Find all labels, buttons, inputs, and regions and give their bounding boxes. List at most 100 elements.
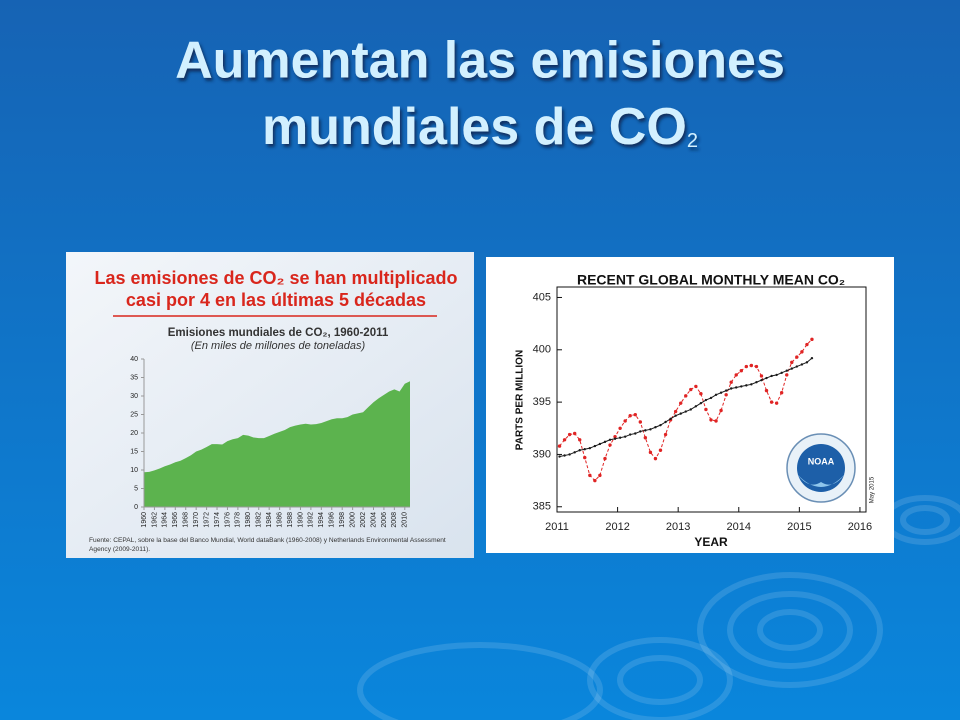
- x-axis-label: YEAR: [694, 535, 728, 549]
- source-note: Fuente: CEPAL, sobre la base del Banco M…: [89, 537, 446, 544]
- data-point: [618, 426, 622, 430]
- noaa-logo: [786, 433, 856, 503]
- data-point: [760, 378, 763, 382]
- data-point: [634, 432, 637, 435]
- x-tick-label: 2002: [360, 512, 367, 528]
- data-point: [709, 396, 713, 400]
- x-tick-label: 1980: [245, 512, 252, 528]
- source-note: Agency (2009-2011).: [89, 546, 150, 553]
- data-point: [719, 408, 723, 413]
- data-point: [578, 438, 582, 442]
- data-point: [719, 391, 723, 394]
- data-point: [628, 433, 632, 436]
- data-point: [658, 448, 663, 452]
- data-point: [653, 456, 658, 461]
- data-point: [724, 393, 728, 397]
- x-tick-label: 1978: [235, 512, 242, 528]
- data-point: [689, 387, 693, 392]
- data-point: [729, 380, 733, 384]
- data-point: [724, 389, 728, 392]
- data-point: [659, 423, 662, 427]
- x-tick-label: 1962: [151, 512, 158, 528]
- data-point: [704, 398, 708, 402]
- x-tick-label: 1986: [276, 512, 283, 528]
- y-tick-label: 25: [130, 411, 138, 418]
- data-point: [608, 443, 612, 447]
- data-point: [684, 394, 688, 398]
- data-point: [644, 429, 647, 432]
- y-axis-label: PARTS PER MILLION: [515, 350, 526, 450]
- data-point: [754, 364, 759, 369]
- x-tick-label: 1982: [256, 512, 263, 528]
- data-point: [613, 437, 617, 440]
- data-point: [578, 449, 581, 452]
- x-tick-label: 2012: [605, 521, 629, 533]
- data-point: [810, 337, 814, 342]
- data-point: [729, 387, 733, 390]
- data-point: [654, 426, 657, 429]
- data-point: [800, 350, 804, 354]
- data-point: [780, 371, 783, 375]
- data-point: [643, 435, 648, 440]
- x-tick-label: 2008: [391, 512, 398, 528]
- data-point: [714, 419, 718, 423]
- data-point: [583, 455, 587, 460]
- data-point: [567, 432, 572, 437]
- chart-title: Emisiones mundiales de CO₂, 1960-2011: [168, 327, 389, 339]
- data-point: [765, 376, 768, 380]
- data-point: [764, 388, 769, 393]
- data-point: [790, 360, 794, 365]
- data-point: [557, 444, 562, 448]
- right-panel: [486, 257, 894, 553]
- x-tick-label: 1990: [297, 512, 304, 528]
- x-tick-label: 1972: [203, 512, 210, 528]
- x-tick-label: 1996: [329, 512, 336, 528]
- data-point: [790, 367, 793, 370]
- data-point: [628, 414, 632, 418]
- data-point: [639, 430, 642, 433]
- data-point: [805, 342, 809, 347]
- area: [144, 381, 410, 507]
- x-tick-label: 2015: [787, 521, 811, 533]
- y-tick-label: 395: [533, 396, 551, 408]
- x-tick-label: 1960: [141, 512, 148, 528]
- data-point: [674, 414, 677, 417]
- data-point: [739, 369, 744, 373]
- data-point: [679, 401, 683, 405]
- x-tick-label: 1964: [162, 512, 169, 528]
- data-point: [740, 385, 743, 388]
- data-point: [588, 446, 592, 450]
- plot-frame: [556, 286, 867, 513]
- x-tick-label: 1992: [308, 512, 315, 528]
- data-point: [572, 431, 577, 436]
- y-tick-label: 405: [533, 291, 551, 303]
- panel-heading: Las emisiones de CO₂ se han multiplicado: [94, 268, 457, 288]
- data-point: [673, 409, 678, 414]
- x-tick-label: 1988: [287, 512, 294, 528]
- data-point: [669, 417, 672, 421]
- data-point: [745, 384, 748, 387]
- x-tick-label: 2000: [349, 512, 356, 528]
- x-tick-label: 1966: [172, 512, 179, 528]
- x-tick-label: 1970: [193, 512, 200, 528]
- data-point: [623, 419, 627, 423]
- data-point: [750, 383, 753, 386]
- x-tick-label: 1968: [183, 512, 190, 528]
- data-point: [664, 420, 667, 424]
- data-point: [558, 455, 561, 458]
- data-point: [800, 363, 804, 366]
- y-tick-label: 400: [533, 344, 551, 356]
- data-point: [562, 438, 567, 442]
- data-point: [679, 412, 682, 415]
- data-point: [588, 473, 592, 478]
- chart-title: RECENT GLOBAL MONTHLY MEAN CO₂: [577, 272, 845, 288]
- data-point: [769, 400, 774, 404]
- x-tick-label: 2010: [402, 512, 409, 528]
- x-tick-label: 1998: [339, 512, 346, 528]
- data-point: [689, 408, 692, 411]
- y-tick-label: 5: [134, 485, 138, 492]
- slide-title-subscript: 2: [687, 130, 698, 152]
- data-point: [755, 381, 758, 384]
- data-point: [744, 364, 749, 369]
